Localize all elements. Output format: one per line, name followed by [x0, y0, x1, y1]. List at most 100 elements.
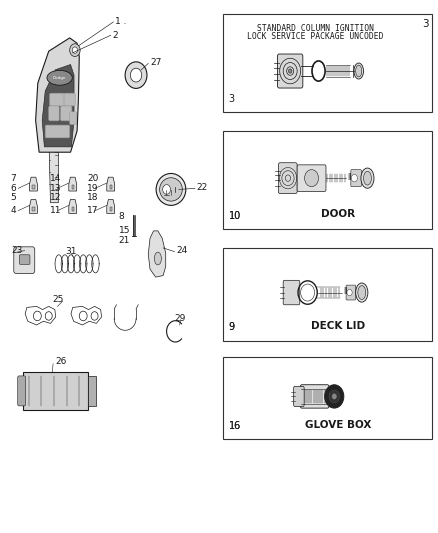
FancyBboxPatch shape	[23, 372, 88, 410]
Circle shape	[72, 47, 78, 53]
FancyBboxPatch shape	[346, 285, 356, 300]
Polygon shape	[29, 177, 37, 191]
FancyBboxPatch shape	[279, 163, 297, 193]
Polygon shape	[49, 131, 58, 203]
FancyBboxPatch shape	[14, 247, 35, 273]
Text: 26: 26	[55, 357, 67, 366]
Circle shape	[288, 69, 292, 73]
FancyBboxPatch shape	[49, 93, 65, 106]
Text: 6: 6	[11, 184, 16, 193]
Text: LOCK SERVICE PACKAGE UNCODED: LOCK SERVICE PACKAGE UNCODED	[247, 32, 383, 41]
FancyBboxPatch shape	[45, 125, 70, 138]
Text: DOOR: DOOR	[321, 208, 355, 219]
Circle shape	[351, 174, 357, 182]
Bar	[223, 357, 432, 439]
Text: 12: 12	[49, 193, 61, 203]
Polygon shape	[107, 177, 115, 191]
FancyBboxPatch shape	[351, 169, 361, 187]
Polygon shape	[69, 177, 77, 191]
Circle shape	[125, 62, 147, 88]
Ellipse shape	[47, 70, 72, 85]
Text: 5: 5	[11, 193, 16, 203]
FancyBboxPatch shape	[49, 106, 59, 121]
Circle shape	[347, 289, 352, 296]
Ellipse shape	[156, 173, 186, 205]
Text: 25: 25	[52, 295, 64, 304]
Text: 3: 3	[422, 19, 428, 29]
Circle shape	[162, 184, 170, 194]
Ellipse shape	[356, 283, 368, 302]
Polygon shape	[35, 38, 79, 152]
Bar	[71, 207, 74, 211]
Text: 21: 21	[119, 237, 130, 246]
Text: 23: 23	[12, 246, 23, 255]
FancyBboxPatch shape	[70, 112, 77, 125]
Circle shape	[329, 390, 339, 403]
Polygon shape	[69, 199, 77, 213]
FancyBboxPatch shape	[19, 255, 30, 264]
FancyBboxPatch shape	[18, 376, 25, 406]
Text: 9: 9	[229, 322, 235, 333]
Text: 8: 8	[119, 212, 124, 221]
Polygon shape	[42, 64, 74, 147]
Text: 16: 16	[229, 421, 241, 431]
Text: 31: 31	[65, 247, 77, 256]
FancyBboxPatch shape	[278, 54, 303, 88]
Text: 3: 3	[229, 94, 235, 104]
Text: 17: 17	[87, 206, 99, 215]
Polygon shape	[107, 199, 115, 213]
Text: 24: 24	[176, 246, 187, 255]
Text: 9: 9	[229, 322, 235, 333]
Text: GLOVE BOX: GLOVE BOX	[305, 419, 371, 430]
Text: II: II	[347, 173, 351, 182]
Ellipse shape	[356, 65, 362, 77]
Text: 11: 11	[49, 206, 61, 215]
Ellipse shape	[361, 168, 374, 188]
Ellipse shape	[358, 286, 366, 300]
Text: 16: 16	[229, 421, 241, 431]
Polygon shape	[148, 231, 166, 277]
Polygon shape	[29, 199, 37, 213]
Ellipse shape	[159, 177, 182, 201]
Text: 27: 27	[150, 58, 161, 67]
Text: 14: 14	[49, 174, 61, 183]
Circle shape	[131, 68, 142, 82]
Bar	[88, 376, 96, 406]
Bar	[32, 207, 35, 211]
Ellipse shape	[354, 63, 364, 79]
Text: 19: 19	[87, 184, 99, 193]
FancyBboxPatch shape	[300, 385, 329, 408]
Text: 2: 2	[113, 31, 118, 40]
Bar	[110, 207, 112, 211]
Bar	[32, 185, 35, 189]
Text: Dodge: Dodge	[53, 76, 66, 80]
Text: 7: 7	[11, 174, 16, 183]
Ellipse shape	[154, 252, 161, 265]
Text: DECK LID: DECK LID	[311, 321, 365, 332]
Circle shape	[325, 385, 344, 408]
Bar	[223, 14, 432, 112]
Text: II: II	[343, 287, 347, 296]
Text: 15: 15	[119, 226, 130, 235]
FancyBboxPatch shape	[297, 165, 326, 191]
Text: 13: 13	[49, 184, 61, 193]
FancyBboxPatch shape	[64, 93, 75, 106]
Bar	[223, 131, 432, 229]
FancyBboxPatch shape	[283, 280, 300, 305]
Circle shape	[70, 44, 80, 56]
Text: 10: 10	[229, 211, 241, 221]
Bar	[71, 185, 74, 189]
Text: 20: 20	[87, 174, 99, 183]
Text: 18: 18	[87, 193, 99, 203]
Ellipse shape	[364, 171, 371, 185]
Text: 10: 10	[229, 211, 241, 221]
Circle shape	[332, 394, 336, 399]
Bar	[110, 185, 112, 189]
Text: 22: 22	[197, 183, 208, 192]
Text: 29: 29	[174, 313, 186, 322]
Circle shape	[304, 169, 318, 187]
Text: 1 .: 1 .	[115, 18, 127, 27]
FancyBboxPatch shape	[60, 106, 72, 121]
FancyBboxPatch shape	[293, 386, 304, 407]
Text: STANDARD COLUMN IGNITION: STANDARD COLUMN IGNITION	[257, 23, 374, 33]
